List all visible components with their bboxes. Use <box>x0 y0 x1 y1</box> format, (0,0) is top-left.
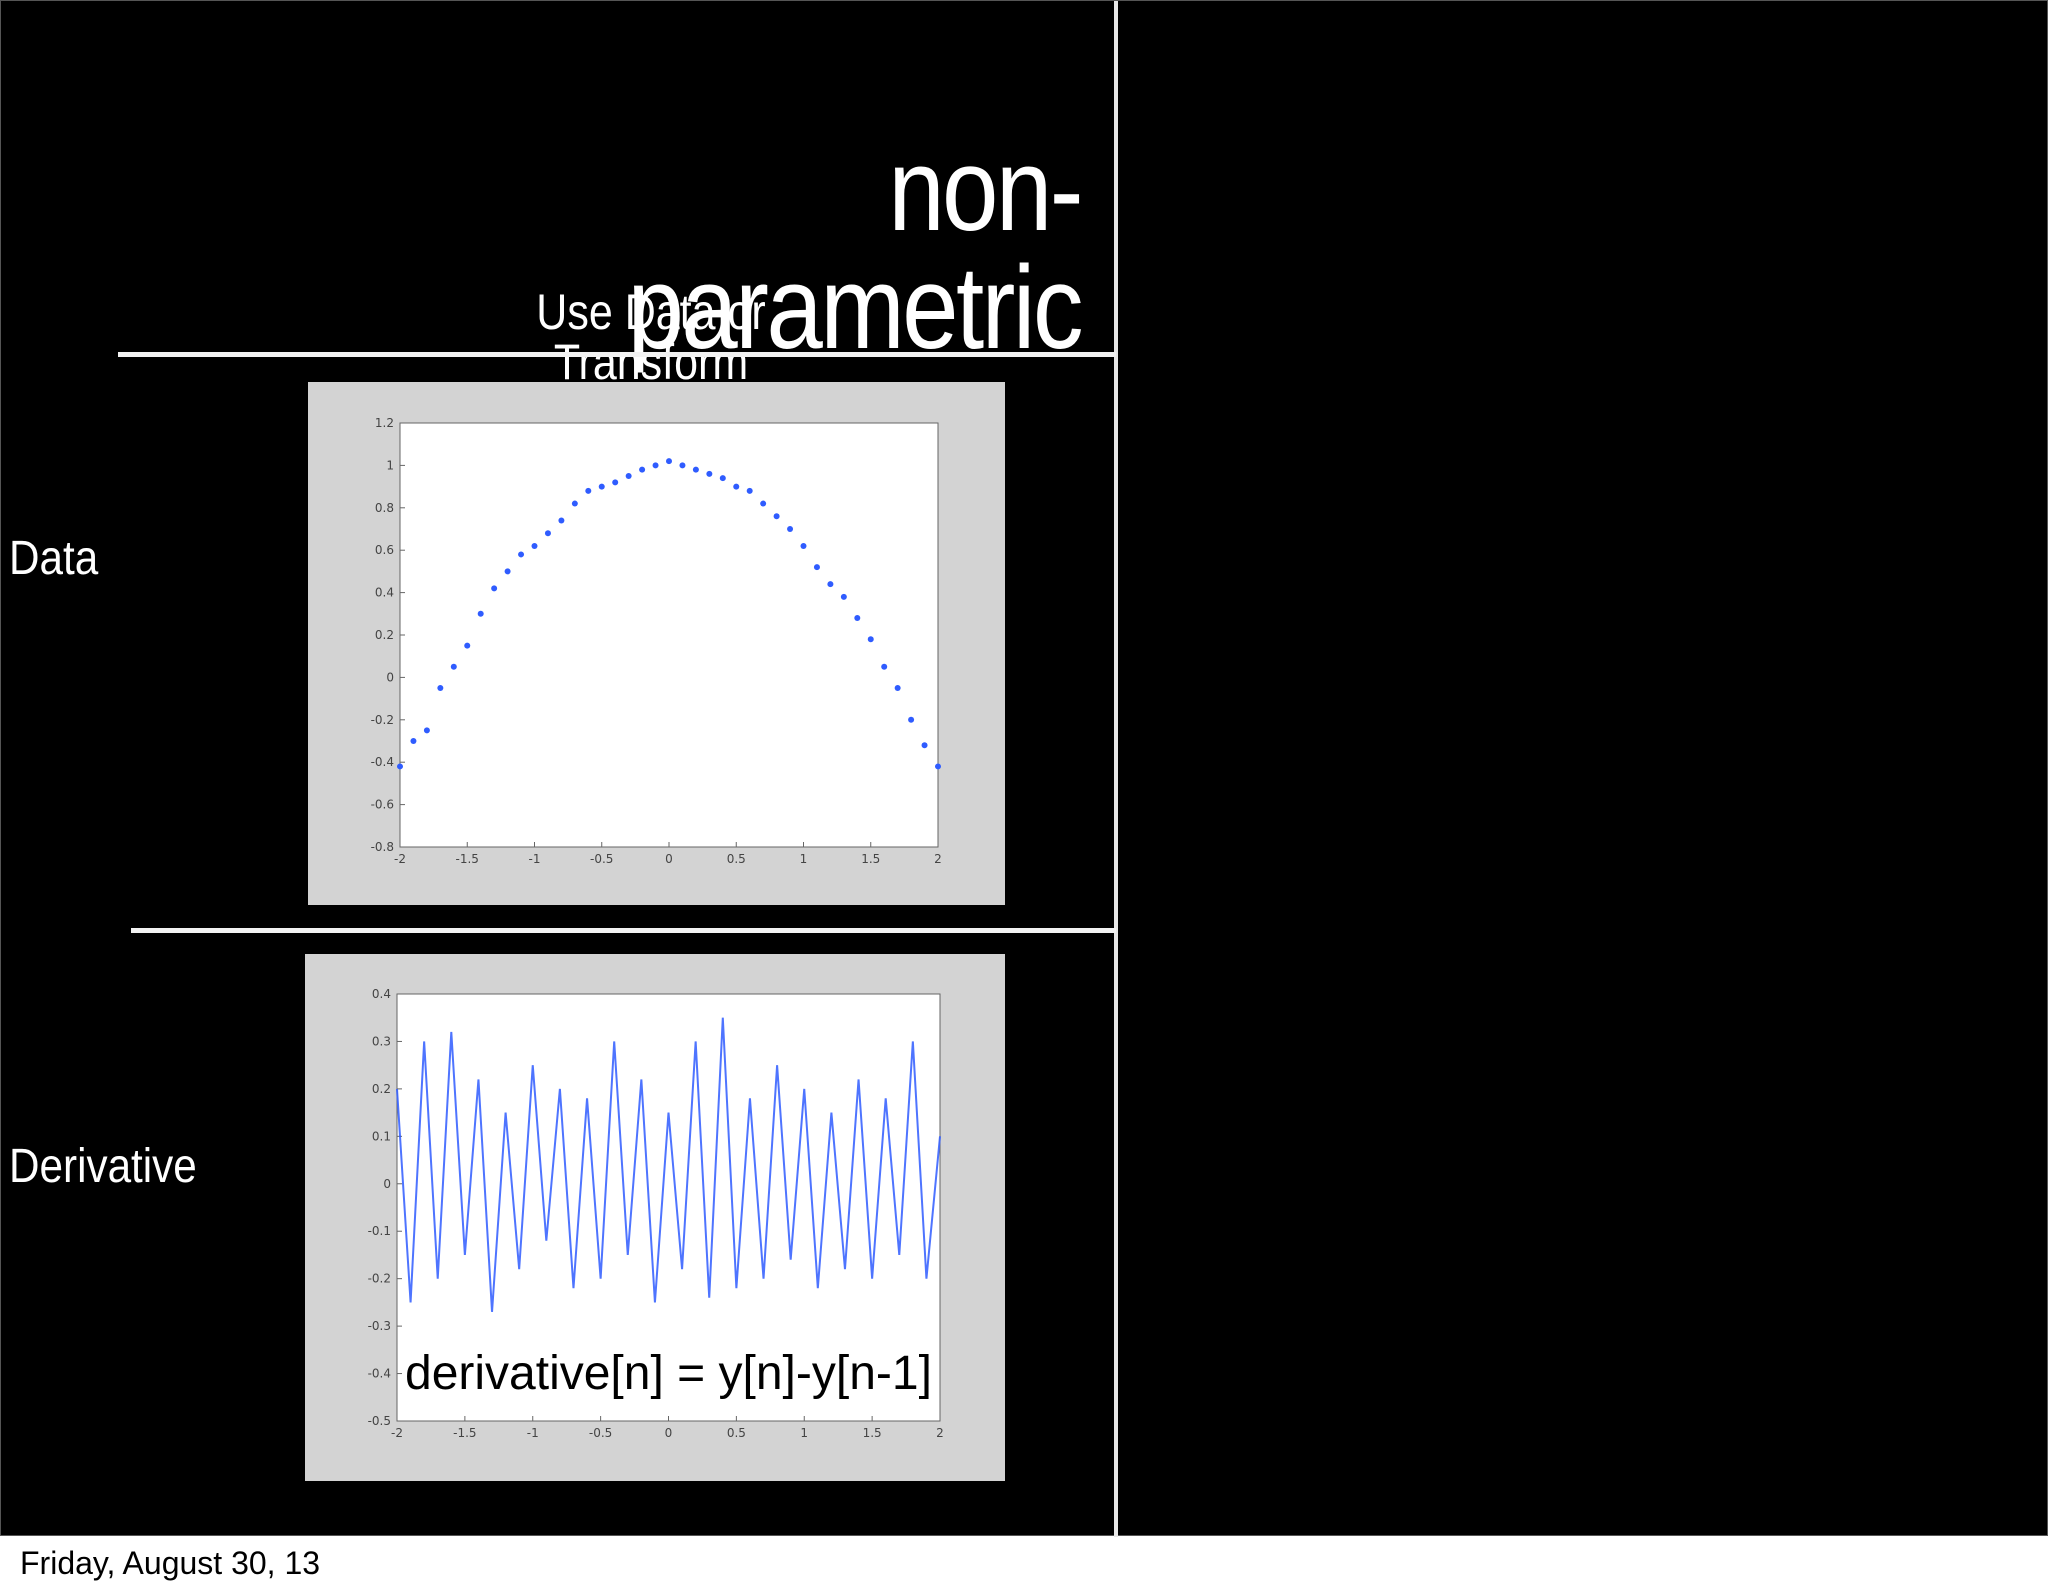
x-tick-label: 0 <box>665 1426 673 1440</box>
x-tick-label: 1 <box>800 852 808 866</box>
derivative-figure: -2 -1.5 -1 -0.5 0 0.5 1 1.5 2 0.4 0.3 0.2 0.1 0 -0.1 -0… <box>305 954 1005 1481</box>
x-tick-label: 1.5 <box>863 1426 882 1440</box>
scatter-point <box>854 615 861 622</box>
plot-area <box>399 422 939 848</box>
scatter-point <box>908 716 915 723</box>
x-tick-label: -1 <box>529 852 541 866</box>
row-label-data: Data <box>9 532 99 585</box>
scatter-point <box>450 663 457 670</box>
scatter-point <box>787 526 794 532</box>
scatter-point <box>558 517 565 524</box>
y-tick-label: 0.3 <box>372 1034 391 1048</box>
data-figure: -2 -1.5 -1 -0.5 0 0.5 1 1.5 2 1.2 1 0.8 0.6 0.4 0.2 0 -0… <box>308 382 1005 905</box>
scatter-point <box>666 458 672 465</box>
row-label-derivative: Derivative <box>9 1140 197 1193</box>
x-tick-label: -2 <box>391 1426 403 1440</box>
y-tick-label: -0.4 <box>371 755 394 769</box>
scatter-point <box>719 475 726 482</box>
y-tick-label: 0 <box>383 1177 391 1191</box>
y-tick-label: 0.4 <box>372 987 391 1001</box>
scatter-point <box>410 738 417 744</box>
y-tick-label: 0.6 <box>375 543 394 557</box>
vertical-divider <box>1114 1 1118 1537</box>
scatter-point <box>397 763 403 770</box>
scatter-point <box>746 487 753 494</box>
x-tick-label: -1.5 <box>456 852 479 866</box>
row-divider <box>131 928 1116 933</box>
slide-subtitle: Use Data or Transform <box>536 284 766 390</box>
scatter-point <box>598 483 605 490</box>
footer-date: Friday, August 30, 13 <box>20 1545 321 1581</box>
y-tick-label: -0.3 <box>368 1319 391 1333</box>
x-tick-label: 1.5 <box>861 852 880 866</box>
scatter-point <box>935 763 941 770</box>
y-tick-label: 1 <box>386 458 394 472</box>
x-tick-label: -1.5 <box>453 1426 476 1440</box>
scatter-point <box>800 542 807 549</box>
scatter-point <box>437 685 444 691</box>
scatter-point <box>894 685 901 691</box>
y-tick-label: -0.4 <box>368 1367 391 1381</box>
y-tick-label: 0.1 <box>372 1129 391 1143</box>
scatter-point <box>840 593 847 600</box>
scatter-point <box>639 466 646 473</box>
scatter-point <box>733 483 740 490</box>
scatter-point <box>692 466 699 473</box>
scatter-point <box>652 462 659 469</box>
x-tick-label: 0 <box>665 852 673 866</box>
x-tick-label: -0.5 <box>590 852 613 866</box>
slide: non-parametric Use Data or Transform Dat… <box>0 0 2048 1537</box>
scatter-point <box>504 568 511 575</box>
formula-annotation: derivative[n] = y[n]-y[n-1] <box>405 1347 932 1400</box>
scatter-point <box>867 636 874 643</box>
scatter-point <box>423 727 430 734</box>
scatter-point <box>706 470 713 477</box>
scatter-point <box>773 513 780 520</box>
derivative-line-chart: -2 -1.5 -1 -0.5 0 0.5 1 1.5 2 0.4 0.3 0.2 0.1 0 -0.1 -0… <box>368 987 944 1440</box>
y-tick-label: -0.2 <box>371 713 394 727</box>
scatter-point <box>531 542 538 549</box>
y-tick-label: 0.2 <box>372 1082 391 1096</box>
scatter-point <box>518 551 525 558</box>
scatter-point <box>813 564 820 571</box>
scatter-point <box>571 500 578 507</box>
scatter-chart: -2 -1.5 -1 -0.5 0 0.5 1 1.5 2 1.2 1 0.8 0.6 0.4 0.2 0 -0… <box>371 416 942 866</box>
y-tick-label: -0.2 <box>368 1272 391 1286</box>
scatter-point <box>491 585 498 592</box>
x-tick-label: -2 <box>394 852 406 866</box>
derivative-series-line <box>396 1017 941 1312</box>
x-tick-label: 0.5 <box>727 852 746 866</box>
y-tick-label: 0.8 <box>375 501 394 515</box>
scatter-point <box>585 487 592 494</box>
x-tick-label: 0.5 <box>727 1426 746 1440</box>
y-tick-label: 0.4 <box>375 586 394 600</box>
scatter-point <box>921 742 928 749</box>
y-tick-label: 1.2 <box>375 416 394 430</box>
header-rule <box>118 352 1116 357</box>
x-tick-label: 2 <box>934 852 942 866</box>
x-tick-label: 2 <box>936 1426 944 1440</box>
y-tick-label: -0.6 <box>371 798 394 812</box>
scatter-point <box>544 530 551 537</box>
y-tick-label: 0.2 <box>375 628 394 642</box>
scatter-point <box>612 479 619 486</box>
scatter-point <box>881 663 888 670</box>
x-tick-label: -1 <box>527 1426 539 1440</box>
y-tick-label: -0.5 <box>368 1414 391 1428</box>
scatter-point <box>625 473 632 479</box>
y-tick-label: -0.1 <box>368 1224 391 1238</box>
y-tick-label: 0 <box>386 670 394 684</box>
x-tick-label: -0.5 <box>589 1426 612 1440</box>
scatter-point <box>760 500 767 507</box>
scatter-point <box>827 581 834 588</box>
y-tick-label: -0.8 <box>371 840 394 854</box>
scatter-point <box>679 462 686 469</box>
scatter-point <box>464 642 471 649</box>
slide-title: non-parametric <box>627 124 1083 374</box>
scatter-point <box>477 610 484 617</box>
x-tick-label: 1 <box>800 1426 808 1440</box>
